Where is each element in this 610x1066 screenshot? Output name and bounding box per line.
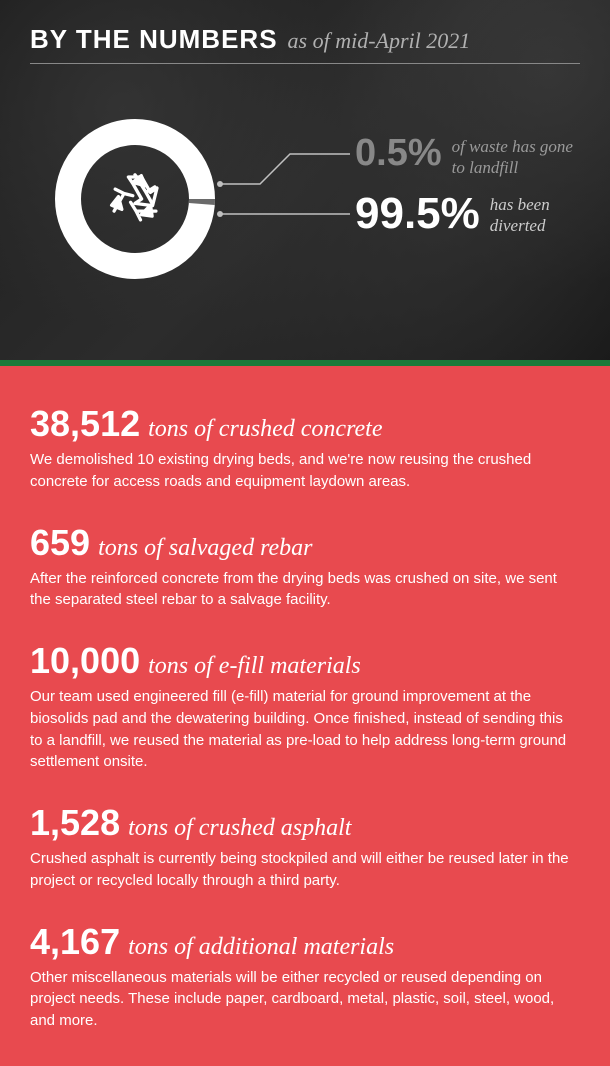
item-salvaged-rebar: 659 tons of salvaged rebar After the rei…	[30, 525, 580, 612]
stat-landfill: 0.5% of waste has gone to landfill	[355, 134, 580, 179]
item-efill: 10,000 tons of e-fill materials Our team…	[30, 643, 580, 773]
item-desc: Crushed asphalt is currently being stock…	[30, 848, 570, 892]
item-label: tons of e-fill materials	[148, 653, 361, 680]
stat-landfill-value: 0.5%	[355, 134, 442, 172]
top-section: BY THE NUMBERS as of mid-April 2021	[0, 0, 610, 360]
title-rule	[30, 63, 580, 64]
item-additional-materials: 4,167 tons of additional materials Other…	[30, 924, 580, 1032]
title-row: BY THE NUMBERS as of mid-April 2021	[30, 24, 580, 55]
item-desc: Other miscellaneous materials will be ei…	[30, 967, 570, 1032]
item-number: 4,167	[30, 924, 120, 960]
donut-chart-area: 0.5% of waste has gone to landfill 99.5%…	[30, 94, 580, 334]
item-crushed-asphalt: 1,528 tons of crushed asphalt Crushed as…	[30, 805, 580, 892]
item-head: 659 tons of salvaged rebar	[30, 525, 580, 562]
item-head: 38,512 tons of crushed concrete	[30, 406, 580, 443]
item-number: 1,528	[30, 805, 120, 841]
page-subtitle: as of mid-April 2021	[288, 28, 471, 54]
item-crushed-concrete: 38,512 tons of crushed concrete We demol…	[30, 406, 580, 493]
item-head: 4,167 tons of additional materials	[30, 924, 580, 961]
stat-landfill-desc: of waste has gone to landfill	[452, 134, 580, 179]
item-desc: We demolished 10 existing drying beds, a…	[30, 449, 570, 493]
item-number: 659	[30, 525, 90, 561]
item-label: tons of crushed asphalt	[128, 815, 351, 842]
stat-diverted-value: 99.5%	[355, 192, 480, 236]
item-desc: After the reinforced concrete from the d…	[30, 568, 570, 612]
stat-diverted-desc: has been diverted	[490, 192, 580, 237]
donut-chart	[50, 114, 220, 284]
item-number: 38,512	[30, 406, 140, 442]
recycle-icon	[110, 174, 157, 221]
item-number: 10,000	[30, 643, 140, 679]
item-label: tons of crushed concrete	[148, 416, 382, 443]
bottom-section: 38,512 tons of crushed concrete We demol…	[0, 366, 610, 1066]
item-head: 1,528 tons of crushed asphalt	[30, 805, 580, 842]
item-head: 10,000 tons of e-fill materials	[30, 643, 580, 680]
page-title: BY THE NUMBERS	[30, 24, 278, 55]
stat-diverted: 99.5% has been diverted	[355, 192, 580, 237]
item-label: tons of salvaged rebar	[98, 535, 312, 562]
item-label: tons of additional materials	[128, 934, 394, 961]
item-desc: Our team used engineered fill (e-fill) m…	[30, 686, 570, 773]
